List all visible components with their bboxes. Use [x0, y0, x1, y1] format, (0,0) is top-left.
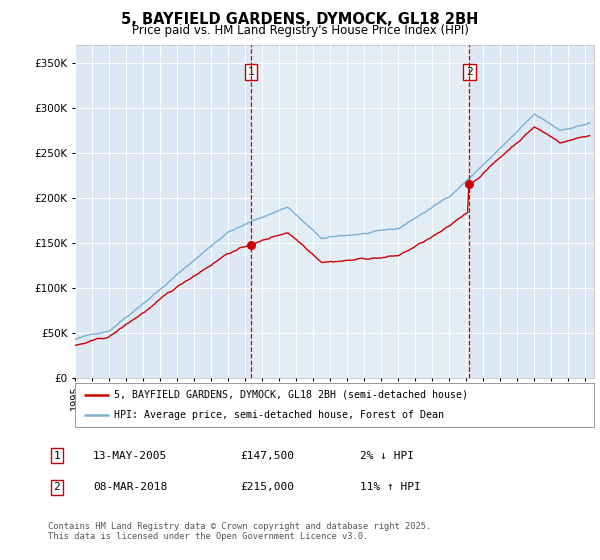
Text: 5, BAYFIELD GARDENS, DYMOCK, GL18 2BH: 5, BAYFIELD GARDENS, DYMOCK, GL18 2BH: [121, 12, 479, 27]
Text: 1: 1: [248, 67, 254, 77]
Text: 2: 2: [53, 482, 61, 492]
Text: £215,000: £215,000: [240, 482, 294, 492]
Text: 2% ↓ HPI: 2% ↓ HPI: [360, 451, 414, 461]
Text: 5, BAYFIELD GARDENS, DYMOCK, GL18 2BH (semi-detached house): 5, BAYFIELD GARDENS, DYMOCK, GL18 2BH (s…: [114, 390, 468, 400]
Text: 1: 1: [53, 451, 61, 461]
Text: Contains HM Land Registry data © Crown copyright and database right 2025.
This d: Contains HM Land Registry data © Crown c…: [48, 522, 431, 542]
Point: [247, 241, 256, 250]
Text: HPI: Average price, semi-detached house, Forest of Dean: HPI: Average price, semi-detached house,…: [114, 410, 444, 420]
Text: 2: 2: [466, 67, 473, 77]
Point: [464, 180, 474, 189]
Text: Price paid vs. HM Land Registry's House Price Index (HPI): Price paid vs. HM Land Registry's House …: [131, 24, 469, 37]
Text: 13-MAY-2005: 13-MAY-2005: [93, 451, 167, 461]
Text: 08-MAR-2018: 08-MAR-2018: [93, 482, 167, 492]
Text: 11% ↑ HPI: 11% ↑ HPI: [360, 482, 421, 492]
Text: £147,500: £147,500: [240, 451, 294, 461]
Bar: [251, 45, 469, 378]
